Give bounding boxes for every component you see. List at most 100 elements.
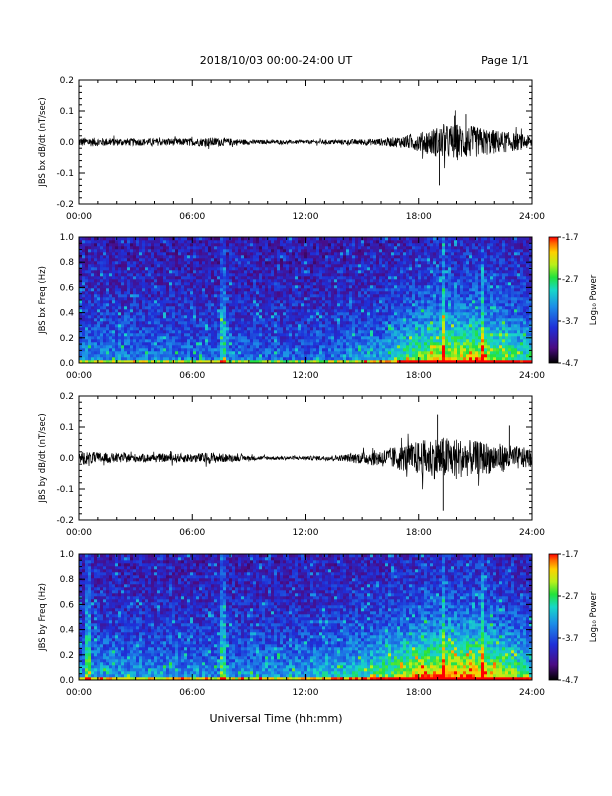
spectrogram-cell	[148, 357, 151, 360]
spectrogram-cell	[115, 273, 118, 276]
spectrogram-cell	[277, 285, 280, 288]
spectrogram-cell	[247, 312, 250, 315]
spectrogram-cell	[100, 306, 103, 309]
spectrogram-cell	[256, 336, 259, 339]
spectrogram-cell	[271, 285, 274, 288]
spectrogram-cell	[235, 324, 238, 327]
spectrogram-cell	[367, 318, 370, 321]
spectrogram-cell	[127, 270, 130, 273]
spectrogram-cell	[292, 294, 295, 297]
spectrogram-cell	[406, 264, 409, 267]
spectrogram-cell	[139, 303, 142, 306]
spectrogram-cell	[85, 258, 88, 261]
spectrogram-cell	[109, 306, 112, 309]
spectrogram-cell	[361, 312, 364, 315]
spectrogram-cell	[310, 330, 313, 333]
spectrogram-cell	[319, 252, 322, 255]
spectrogram-cell	[235, 246, 238, 249]
spectrogram-cell	[241, 255, 244, 258]
spectrogram-cell	[370, 243, 373, 246]
spectrogram-cell	[280, 342, 283, 345]
spectrogram-cell	[388, 312, 391, 315]
spectrogram-cell	[340, 318, 343, 321]
spectrogram-cell	[124, 261, 127, 264]
spectrogram-cell	[271, 324, 274, 327]
spectrogram-cell	[403, 333, 406, 336]
spectrogram-cell	[238, 315, 241, 318]
spectrogram-cell	[337, 297, 340, 300]
spectrogram-cell	[187, 297, 190, 300]
spectrogram-cell	[307, 276, 310, 279]
spectrogram-cell	[142, 282, 145, 285]
spectrogram-cell	[313, 285, 316, 288]
spectrogram-cell	[148, 264, 151, 267]
spectrogram-cell	[148, 258, 151, 261]
spectrogram-cell	[184, 351, 187, 354]
spectrogram-cell	[199, 312, 202, 315]
spectrogram-cell	[301, 255, 304, 258]
spectrogram-cell	[328, 348, 331, 351]
spectrogram-cell	[409, 303, 412, 306]
spectrogram-cell	[139, 270, 142, 273]
spectrogram-cell	[415, 270, 418, 273]
spectrogram-cell	[274, 258, 277, 261]
spectrogram-cell	[373, 264, 376, 267]
spectrogram-cell	[148, 246, 151, 249]
spectrogram-cell	[241, 297, 244, 300]
spectrogram-cell	[85, 300, 88, 303]
spectrogram-cell	[151, 312, 154, 315]
spectrogram-cell	[310, 240, 313, 243]
spectrogram-cell	[136, 318, 139, 321]
spectrogram-cell	[391, 345, 394, 348]
spectrogram-cell	[319, 261, 322, 264]
spectrogram-cell	[382, 348, 385, 351]
spectrogram-cell	[361, 252, 364, 255]
spectrogram-cell	[118, 294, 121, 297]
spectrogram-cell	[214, 270, 217, 273]
spectrogram-cell	[97, 255, 100, 258]
spectrogram-cell	[256, 339, 259, 342]
spectrogram-cell	[424, 342, 427, 345]
spectrogram-cell	[103, 288, 106, 291]
spectrogram-cell	[139, 276, 142, 279]
spectrogram-cell	[151, 282, 154, 285]
spectrogram-cell	[388, 246, 391, 249]
spectrogram-cell	[190, 312, 193, 315]
spectrogram-cell	[337, 246, 340, 249]
spectrogram-cell	[187, 267, 190, 270]
spectrogram-cell	[319, 348, 322, 351]
spectrogram-cell	[223, 306, 226, 309]
spectrogram-cell	[205, 327, 208, 330]
spectrogram-cell	[112, 252, 115, 255]
spectrogram-cell	[229, 309, 232, 312]
spectrogram-cell	[214, 288, 217, 291]
spectrogram-cell	[322, 324, 325, 327]
spectrogram-cell	[244, 324, 247, 327]
spectrogram-cell	[208, 270, 211, 273]
spectrogram-cell	[160, 318, 163, 321]
spectrogram-cell	[154, 240, 157, 243]
spectrogram-cell	[193, 276, 196, 279]
spectrogram-cell	[373, 327, 376, 330]
spectrogram-cell	[82, 288, 85, 291]
spectrogram-cell	[115, 300, 118, 303]
spectrogram-cell	[229, 321, 232, 324]
spectrogram-cell	[157, 309, 160, 312]
spectrogram-cell	[91, 351, 94, 354]
spectrogram-cell	[250, 309, 253, 312]
spectrogram-cell	[247, 324, 250, 327]
spectrogram-cell	[220, 267, 223, 270]
spectrogram-cell	[391, 354, 394, 357]
spectrogram-cell	[409, 267, 412, 270]
spectrogram-cell	[103, 315, 106, 318]
spectrogram-cell	[319, 246, 322, 249]
spectrogram-cell	[295, 249, 298, 252]
spectrogram-cell	[181, 354, 184, 357]
spectrogram-cell	[88, 291, 91, 294]
spectrogram-cell	[190, 354, 193, 357]
spectrogram-cell	[361, 279, 364, 282]
spectrogram-cell	[286, 354, 289, 357]
spectrogram-cell	[334, 270, 337, 273]
spectrogram-cell	[115, 330, 118, 333]
spectrogram-cell	[352, 249, 355, 252]
